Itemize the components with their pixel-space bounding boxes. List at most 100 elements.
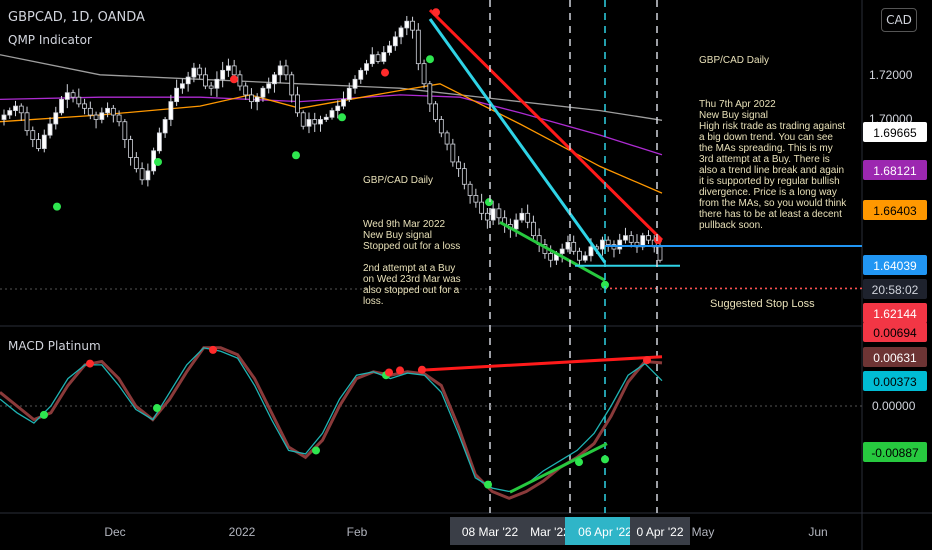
macd-tag-bg [863,322,927,342]
candle-body [318,119,323,125]
macd-tag: 0.00631 [873,351,917,365]
candle-body [450,143,456,163]
sell-signal-dot [432,8,440,17]
price-tag-bg [863,255,927,275]
candle-body [47,123,53,136]
candle-body [139,168,145,181]
candle-body [283,65,289,76]
buy-signal-dot [154,157,162,166]
note-right-title: GBP/CAD Daily [699,55,770,66]
macd-buy-dot [484,480,492,489]
candle-body [168,101,174,120]
price-trend-line [499,220,606,282]
candle-body [59,98,64,114]
time-axis-label: 0 Apr '22 [637,525,684,539]
candle-body [266,83,272,89]
candle-body [36,139,41,149]
candle-body [433,103,438,120]
macd-tag: -0.00887 [871,446,919,460]
price-tag-bg [863,160,927,180]
candle-body [352,78,358,89]
price-tag: 1.69665 [873,126,917,140]
candle-body [381,52,387,62]
candle-body [392,36,398,47]
candle-body [110,107,116,116]
candle-body [588,246,594,257]
symbol-title: GBPCAD, 1D, OANDA [8,10,145,25]
time-axis-label: Mar '22 [530,525,570,539]
candle-body [197,67,203,76]
price-tag-bg [863,122,927,142]
candle-body [191,67,197,78]
macd-label: MACD Platinum [8,339,101,353]
candle-body [93,114,99,120]
candle-body [329,110,335,118]
candle-body [174,87,180,103]
macd-tag-bg [863,347,927,367]
buy-signal-dot [426,55,434,64]
candle-body [571,241,577,252]
candle-body [64,92,70,100]
candle-body [237,74,243,87]
candle-body [231,65,237,76]
candle-body [565,241,571,250]
candle-body [179,83,185,89]
time-label-highlight [450,517,530,545]
candle-body [162,119,168,134]
candle-body [346,87,352,100]
macd-lines [0,346,862,500]
macd-tag: 0.00373 [873,375,917,389]
time-axis-label: 08 Mar '22 [462,525,519,539]
candle-body [70,92,76,98]
currency-button[interactable]: CAD [881,8,917,32]
price-tag-bg [863,303,927,323]
note-right: GBP/CAD Daily Thu 7th Apr 2022 New Buy s… [699,44,855,242]
macd-buy-dot [601,455,609,464]
candle-body [335,105,341,111]
candle-body [254,96,260,103]
candle-body [226,65,231,71]
macd-axis[interactable]: 0.00000 0.00694 0.00631 0.00373 -0.00887 [863,322,927,462]
candle-body [128,139,133,158]
candle-body [306,119,312,127]
candle-body [272,74,277,85]
macd-trend-line [509,442,608,494]
candle-body [7,110,13,116]
buy-signal-dot [485,198,493,207]
price-axis[interactable]: 1.720001.700001.696651.681211.664031.640… [863,68,927,323]
candle-body [24,112,30,132]
candle-body [628,235,634,243]
candle-body [398,27,404,38]
price-tag: 1.66403 [873,204,917,218]
candle-body [249,94,254,103]
candle-body [99,112,105,120]
price-tag: 1.62144 [873,307,917,321]
macd-tag-bg [863,371,927,391]
time-axis-label: Dec [104,525,125,539]
candle-body [479,201,485,214]
price-tag: 1.68121 [873,164,917,178]
note-left-title: GBP/CAD Daily [363,175,434,186]
candle-body [548,253,554,261]
candle-body [82,103,87,109]
macd-sell-dot [86,359,94,368]
note-left-body: Wed 9th Mar 2022 New Buy signal Stopped … [363,219,461,307]
candle-body [467,183,473,196]
price-trend-line [428,18,607,264]
candle-body [208,85,214,89]
time-axis[interactable]: Dec 2022 Feb 08 Mar '22 Mar '22 06 Apr '22 0 A… [104,517,828,545]
candle-body [116,114,122,123]
macd-sell-dot [396,366,404,375]
candle-body [13,105,18,111]
candle-body [214,78,220,89]
candle-body [341,98,346,107]
stop-loss-label: Suggested Stop Loss [710,298,815,310]
price-candles [1,15,663,268]
sell-signal-dot [230,75,238,84]
candle-body [438,119,444,134]
candle-body [30,130,36,141]
candle-body [531,221,536,237]
sell-signal-dot [381,68,389,77]
